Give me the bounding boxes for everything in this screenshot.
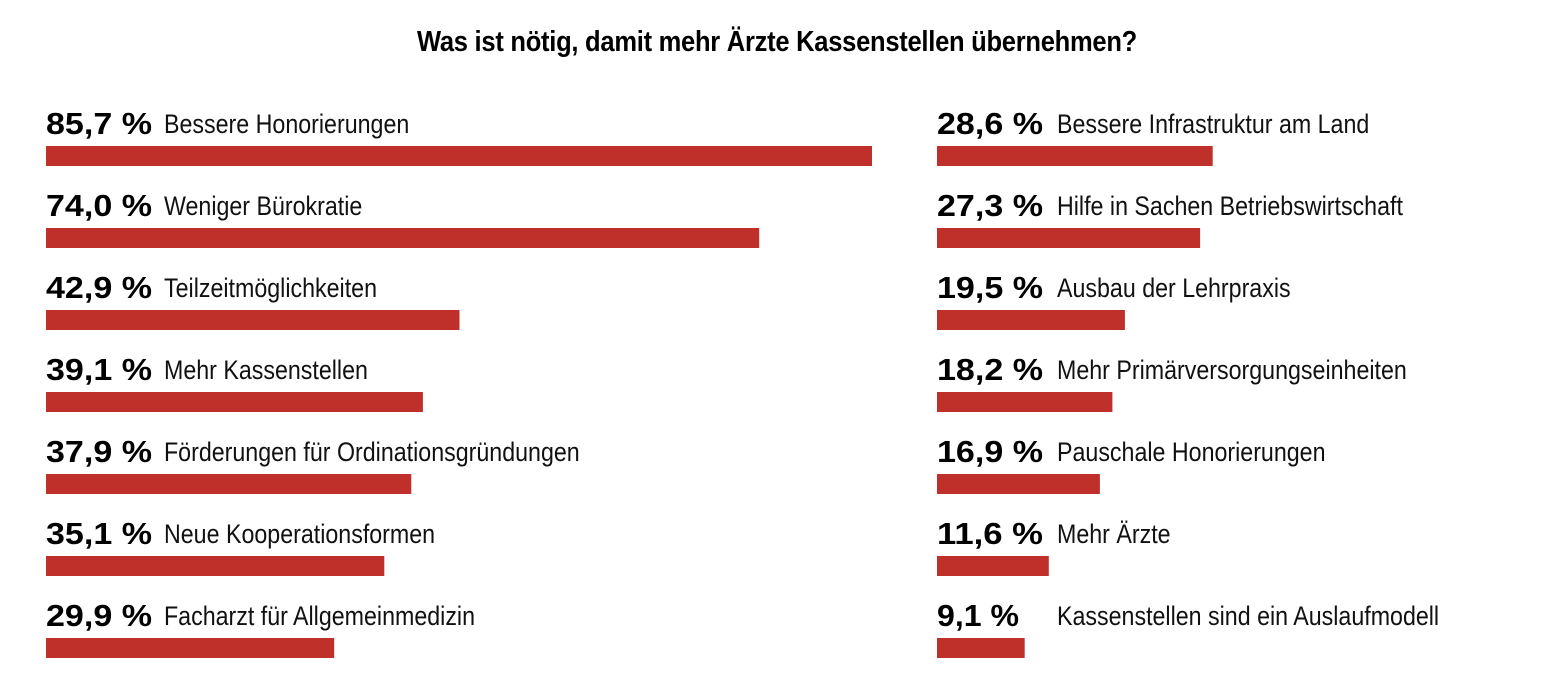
category-label: Bessere Infrastruktur am Land	[1057, 109, 1369, 139]
percent-label: 11,6 %	[937, 516, 1043, 551]
percent-label: 29,9 %	[46, 598, 152, 633]
bar	[46, 638, 335, 658]
percent-label: 28,6 %	[937, 106, 1043, 141]
category-label: Ausbau der Lehrpraxis	[1057, 273, 1291, 303]
percent-label: 39,1 %	[46, 352, 152, 387]
chart-title: Was ist nötig, damit mehr Ärzte Kassenst…	[416, 26, 1137, 58]
bar	[937, 392, 1113, 412]
bar	[46, 228, 760, 248]
percent-label: 9,1 %	[937, 598, 1019, 633]
bar	[46, 146, 872, 166]
category-label: Pauschale Honorierungen	[1057, 437, 1326, 467]
category-label: Neue Kooperationsformen	[164, 519, 435, 549]
percent-label: 18,2 %	[937, 352, 1043, 387]
bar	[937, 474, 1100, 494]
category-label: Förderungen für Ordinationsgründungen	[164, 437, 580, 467]
bar	[937, 310, 1125, 330]
bar	[46, 392, 423, 412]
category-label: Weniger Bürokratie	[164, 191, 362, 221]
category-label: Mehr Ärzte	[1057, 519, 1171, 549]
category-label: Kassenstellen sind ein Auslaufmodell	[1057, 601, 1439, 631]
bar	[46, 556, 385, 576]
category-label: Teilzeitmöglichkeiten	[164, 273, 377, 303]
percent-label: 35,1 %	[46, 516, 152, 551]
category-label: Mehr Kassenstellen	[164, 355, 368, 385]
percent-label: 37,9 %	[46, 434, 152, 469]
bar	[46, 474, 412, 494]
percent-label: 27,3 %	[937, 188, 1043, 223]
percent-label: 85,7 %	[46, 106, 152, 141]
category-label: Bessere Honorierungen	[164, 109, 409, 139]
bar	[937, 638, 1025, 658]
bar	[937, 556, 1049, 576]
bar	[46, 310, 460, 330]
bar	[937, 146, 1213, 166]
percent-label: 42,9 %	[46, 270, 152, 305]
bar	[937, 228, 1201, 248]
percent-label: 19,5 %	[937, 270, 1043, 305]
percent-label: 16,9 %	[937, 434, 1043, 469]
percent-label: 74,0 %	[46, 188, 152, 223]
category-label: Facharzt für Allgemeinmedizin	[164, 601, 475, 631]
category-label: Hilfe in Sachen Betriebswirtschaft	[1057, 191, 1403, 221]
category-label: Mehr Primärversorgungseinheiten	[1057, 355, 1407, 385]
